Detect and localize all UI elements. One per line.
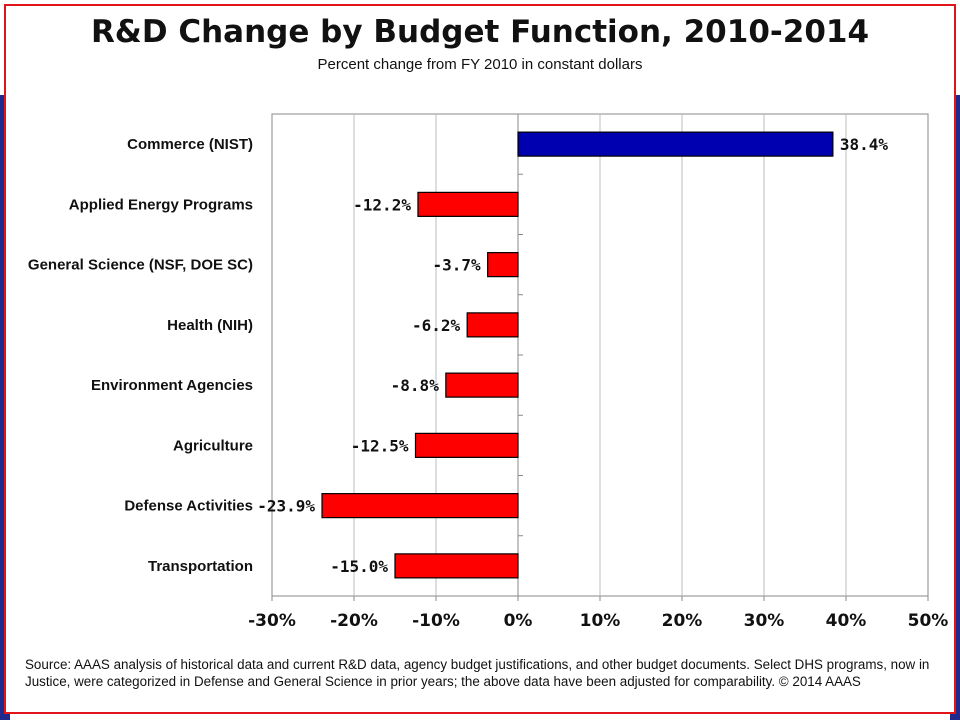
bar <box>517 131 834 157</box>
x-tick-label: 40% <box>826 611 867 631</box>
data-label: 38.4% <box>840 135 889 154</box>
chart-title: R&D Change by Budget Function, 2010-2014 <box>90 14 870 50</box>
data-label: -15.0% <box>330 557 388 576</box>
x-tick-label: -30% <box>248 611 296 631</box>
data-label: -12.5% <box>351 436 409 455</box>
data-label: -23.9% <box>257 497 315 516</box>
x-tick-label: -10% <box>412 611 460 631</box>
bar <box>414 432 519 458</box>
category-label: Transportation <box>148 558 253 575</box>
x-tick-label: 0% <box>504 611 533 631</box>
bar <box>321 493 519 519</box>
chart-subtitle: Percent change from FY 2010 in constant … <box>317 56 643 73</box>
category-label: Agriculture <box>173 437 253 454</box>
x-tick-label: 20% <box>662 611 703 631</box>
data-label: -8.8% <box>391 376 440 395</box>
data-label: -3.7% <box>432 256 481 275</box>
category-label: General Science (NSF, DOE SC) <box>28 257 253 274</box>
data-label: -6.2% <box>412 316 461 335</box>
bar <box>394 553 519 579</box>
bar <box>417 191 519 217</box>
bar <box>445 372 519 398</box>
category-label: Health (NIH) <box>167 317 253 334</box>
x-tick-label: 10% <box>580 611 621 631</box>
data-label: -12.2% <box>353 195 411 214</box>
source-note: Source: AAAS analysis of historical data… <box>25 657 930 689</box>
category-label: Commerce (NIST) <box>127 136 253 153</box>
category-label: Defense Activities <box>124 498 253 515</box>
x-tick-label: 30% <box>744 611 785 631</box>
category-label: Applied Energy Programs <box>69 196 253 213</box>
bar <box>487 252 519 278</box>
x-tick-label: 50% <box>908 611 949 631</box>
category-label: Environment Agencies <box>91 377 253 394</box>
x-tick-label: -20% <box>330 611 378 631</box>
bar-chart: -30% -20% -10% 0% 10% 20% 30% 40% 50% Commerce (N… <box>28 113 949 631</box>
bar <box>466 312 519 338</box>
